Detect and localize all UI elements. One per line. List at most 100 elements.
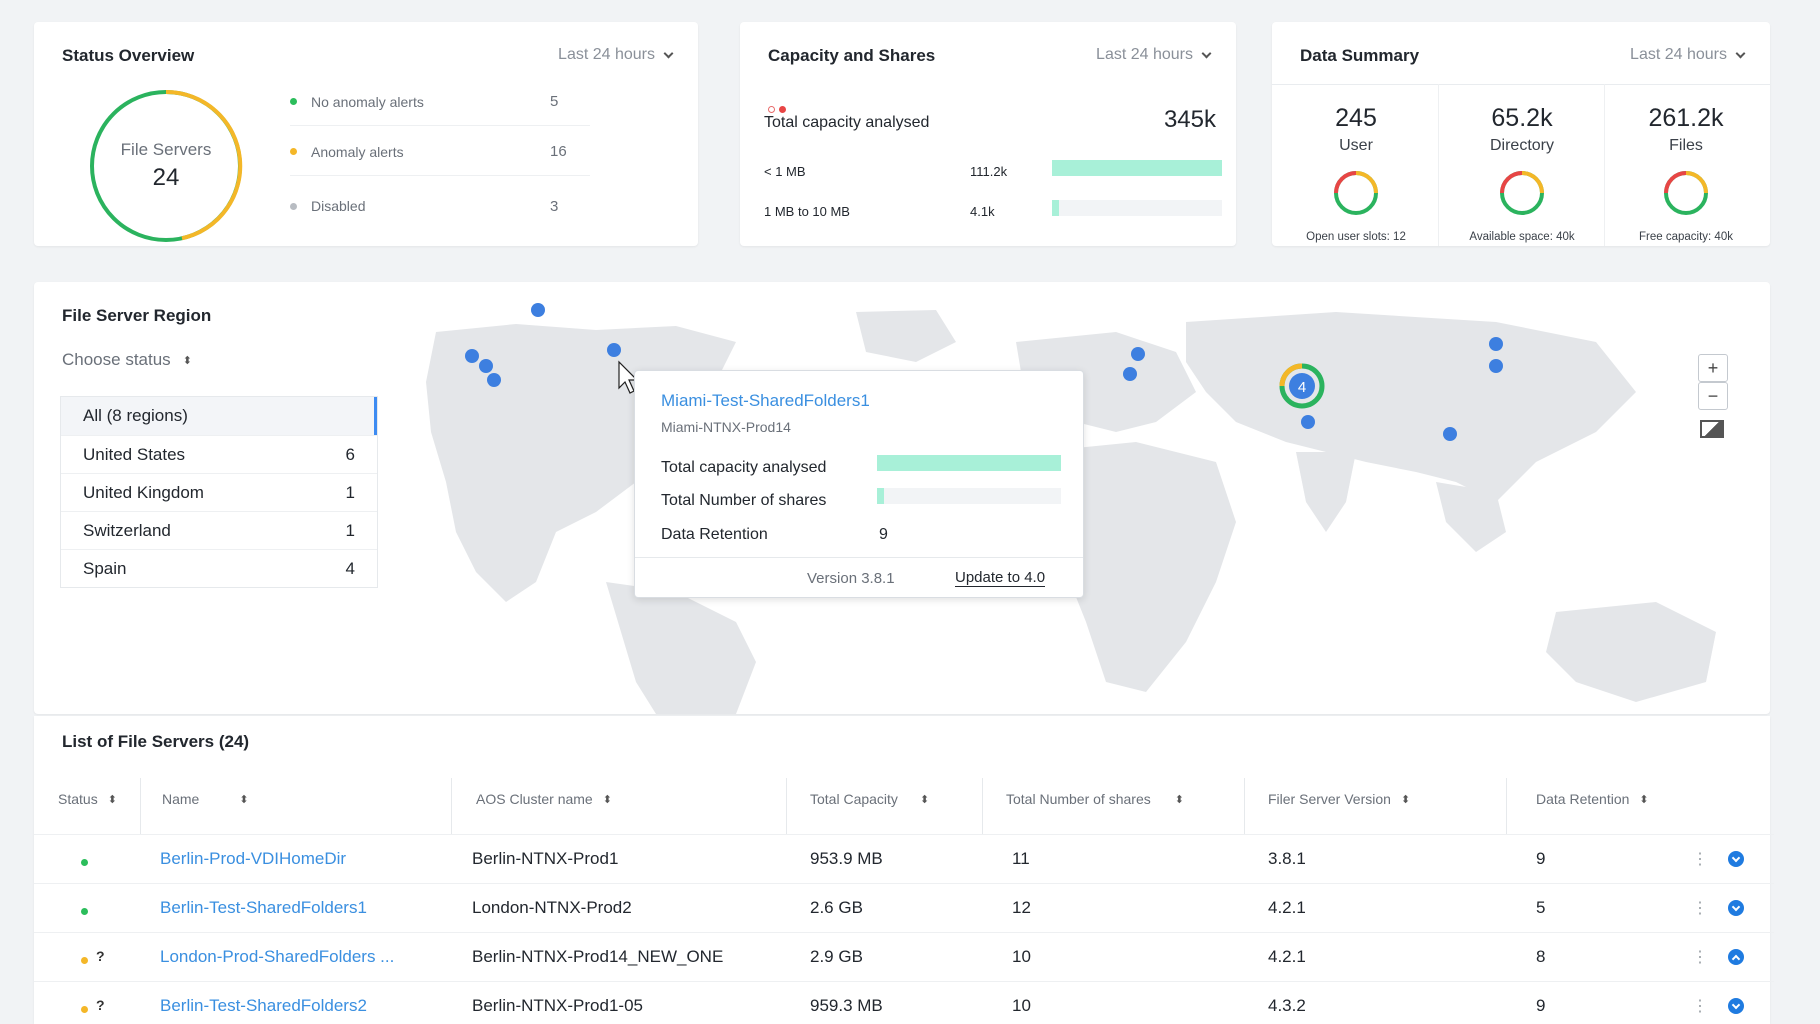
status-overview-range-dropdown[interactable]: Last 24 hours xyxy=(558,46,674,64)
map-marker[interactable] xyxy=(1301,415,1315,429)
region-item-all[interactable]: All (8 regions) xyxy=(61,397,377,435)
tooltip-shares-label: Total Number of shares xyxy=(661,492,827,509)
table-row[interactable]: ? London-Prod-SharedFolders ... Berlin-NTN… xyxy=(34,932,1774,981)
server-version: 4.3.2 xyxy=(1268,996,1306,1015)
cap-row-label: 1 MB to 10 MB xyxy=(764,204,850,219)
unknown-status: ? xyxy=(96,948,105,964)
region-item-united-states[interactable]: United States 6 xyxy=(61,435,377,473)
total-capacity-value: 345k xyxy=(1163,106,1216,133)
fullscreen-icon[interactable] xyxy=(1700,420,1724,438)
region-name: All (8 regions) xyxy=(83,406,188,425)
capacity-range-dropdown[interactable]: Last 24 hours xyxy=(1096,46,1212,64)
dot-icon xyxy=(779,106,786,113)
cluster-name: Berlin-NTNX-Prod1 xyxy=(472,849,619,868)
divider xyxy=(786,778,787,834)
ring-chart-icon xyxy=(1334,171,1378,215)
server-name-link[interactable]: London-Prod-SharedFolders ... xyxy=(160,947,395,966)
tooltip-capacity-bar xyxy=(877,455,1061,471)
table-row[interactable]: Berlin-Prod-VDIHomeDir Berlin-NTNX-Prod1 9… xyxy=(34,834,1774,883)
summary-note: Available space: 40k xyxy=(1469,231,1575,243)
summary-label: Directory xyxy=(1489,137,1554,154)
map-marker[interactable] xyxy=(1489,337,1503,351)
map-marker[interactable] xyxy=(479,359,493,373)
header-label: Total Capacity xyxy=(810,791,898,807)
map-marker[interactable] xyxy=(607,343,621,357)
map-cluster-marker[interactable] xyxy=(1279,363,1325,409)
region-item-spain[interactable]: Spain 4 xyxy=(61,549,377,587)
status-dot-icon xyxy=(81,908,88,915)
col-header-retention[interactable]: Data Retention ⬍ xyxy=(1536,791,1649,807)
more-options-icon[interactable]: ⋮ xyxy=(1692,949,1708,966)
table-row[interactable]: Berlin-Test-SharedFolders1 London-NTNX-Pr… xyxy=(34,883,1774,932)
region-item-united-kingdom[interactable]: United Kingdom 1 xyxy=(61,473,377,511)
map-marker[interactable] xyxy=(487,373,501,387)
summary-files: 261.2k Files Free capacity: 40k xyxy=(1604,84,1768,254)
tooltip-version: Version 3.8.1 xyxy=(807,570,895,587)
ring-chart-icon xyxy=(1664,171,1708,215)
data-summary-range-dropdown[interactable]: Last 24 hours xyxy=(1630,46,1746,64)
plus-icon: + xyxy=(1707,357,1719,378)
legend-row-anomaly[interactable]: Anomaly alerts 16 xyxy=(290,128,590,176)
summary-value: 245 xyxy=(1335,104,1377,132)
server-version: 3.8.1 xyxy=(1268,849,1306,868)
map-marker[interactable] xyxy=(1443,427,1457,441)
sort-icon: ⬍ xyxy=(1400,793,1410,806)
server-name-link[interactable]: Berlin-Prod-VDIHomeDir xyxy=(160,849,347,868)
col-header-cluster[interactable]: AOS Cluster name ⬍ xyxy=(476,791,612,807)
share-count: 10 xyxy=(1012,996,1031,1015)
more-options-icon[interactable]: ⋮ xyxy=(1692,900,1708,917)
col-header-version[interactable]: Filer Server Version ⬍ xyxy=(1268,791,1410,807)
chevron-down-icon[interactable] xyxy=(1728,900,1744,916)
cap-row-label: < 1 MB xyxy=(764,164,806,179)
range-label: Last 24 hours xyxy=(1630,46,1727,63)
chevron-down-icon xyxy=(1735,48,1746,58)
map-marker[interactable] xyxy=(531,303,545,317)
map-marker[interactable] xyxy=(1123,367,1137,381)
zoom-out-button[interactable]: − xyxy=(1698,382,1728,410)
region-name: United States xyxy=(83,444,186,464)
divider xyxy=(1506,778,1507,834)
choose-status-dropdown[interactable]: Choose status ⬍ xyxy=(62,350,192,370)
col-header-name[interactable]: Name ⬍ xyxy=(162,791,249,807)
total-capacity: 2.6 GB xyxy=(810,898,863,917)
chevron-down-icon xyxy=(1201,48,1212,58)
chevron-down-icon[interactable] xyxy=(1728,998,1744,1014)
legend-row-disabled[interactable]: Disabled 3 xyxy=(290,182,590,230)
server-version: 4.2.1 xyxy=(1268,947,1306,966)
chevron-down-icon[interactable] xyxy=(1728,851,1744,867)
server-name-link[interactable]: Berlin-Test-SharedFolders1 xyxy=(160,898,367,917)
capacity-title: Capacity and Shares xyxy=(768,46,936,65)
map-marker[interactable] xyxy=(1131,347,1145,361)
more-options-icon[interactable]: ⋮ xyxy=(1692,998,1708,1015)
total-capacity: 2.9 GB xyxy=(810,947,863,966)
capacity-card: Capacity and Shares Last 24 hours Total … xyxy=(740,22,1236,246)
cap-bar-fill xyxy=(1052,200,1059,216)
tooltip-title-link[interactable]: Miami-Test-SharedFolders1 xyxy=(661,391,870,410)
more-options-icon[interactable]: ⋮ xyxy=(1692,851,1708,868)
table-row[interactable]: ? Berlin-Test-SharedFolders2 Berlin-NTNX-P… xyxy=(34,981,1774,1024)
chevron-up-icon[interactable] xyxy=(1728,949,1744,965)
divider xyxy=(1272,84,1770,85)
world-map[interactable]: 4 xyxy=(34,282,1770,714)
update-link[interactable]: Update to 4.0 xyxy=(955,569,1046,587)
region-name: Spain xyxy=(83,558,127,578)
map-marker[interactable] xyxy=(1489,359,1503,373)
tooltip-shares-fill xyxy=(877,488,885,504)
legend-row-no-anomaly[interactable]: No anomaly alerts 5 xyxy=(290,78,590,126)
col-header-shares[interactable]: Total Number of shares ⬍ xyxy=(1006,791,1184,807)
col-header-capacity[interactable]: Total Capacity ⬍ xyxy=(810,791,929,807)
status-overview-title: Status Overview xyxy=(62,46,195,65)
cluster-name: Berlin-NTNX-Prod14_NEW_ONE xyxy=(472,947,724,966)
ring-chart-icon xyxy=(1500,171,1544,215)
server-name-link[interactable]: Berlin-Test-SharedFolders2 xyxy=(160,996,367,1015)
zoom-in-button[interactable]: + xyxy=(1698,354,1728,382)
tooltip-capacity-fill xyxy=(877,455,1061,471)
region-item-switzerland[interactable]: Switzerland 1 xyxy=(61,511,377,549)
col-header-status[interactable]: Status ⬍ xyxy=(58,791,117,807)
map-marker[interactable] xyxy=(465,349,479,363)
header-label: Total Number of shares xyxy=(1006,791,1151,807)
dot-icon xyxy=(768,106,775,113)
data-retention: 5 xyxy=(1536,898,1546,917)
choose-status-label: Choose status xyxy=(62,350,171,369)
legend-label: No anomaly alerts xyxy=(311,93,424,110)
